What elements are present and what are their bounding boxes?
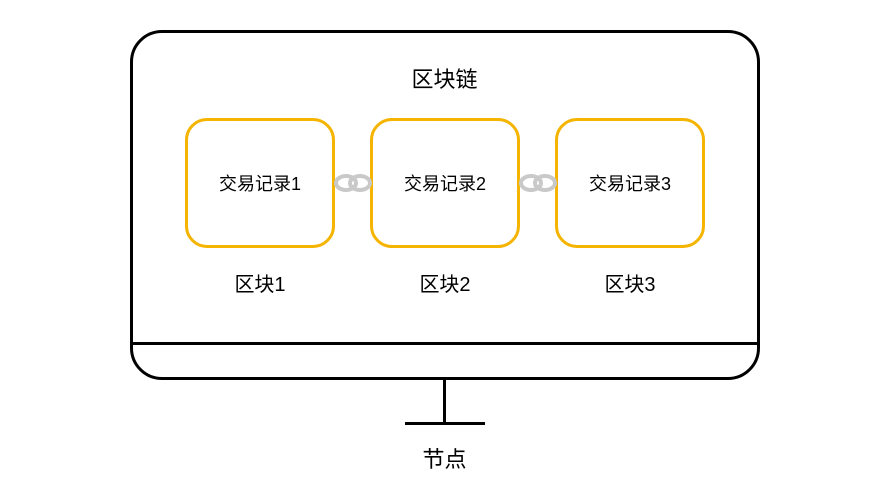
block-1: 交易记录1 xyxy=(185,118,335,248)
blocks-row: 交易记录1 交易记录2 交易记录3 xyxy=(185,118,705,248)
block-3: 交易记录3 xyxy=(555,118,705,248)
monitor-divider xyxy=(133,342,757,345)
node-label: 节点 xyxy=(0,442,889,474)
block-labels-row: 区块1 区块2 区块3 xyxy=(185,268,705,297)
block-2: 交易记录2 xyxy=(370,118,520,248)
chain-link-icon xyxy=(334,171,372,195)
monitor-stand xyxy=(443,380,446,422)
block-content: 交易记录1 xyxy=(219,170,301,196)
diagram-title: 区块链 xyxy=(0,62,889,94)
monitor-base xyxy=(405,422,485,425)
block-label: 区块1 xyxy=(185,268,335,297)
block-label: 区块2 xyxy=(370,268,520,297)
block-content: 交易记录3 xyxy=(589,170,671,196)
block-content: 交易记录2 xyxy=(404,170,486,196)
chain-link-icon xyxy=(519,171,557,195)
block-label: 区块3 xyxy=(555,268,705,297)
